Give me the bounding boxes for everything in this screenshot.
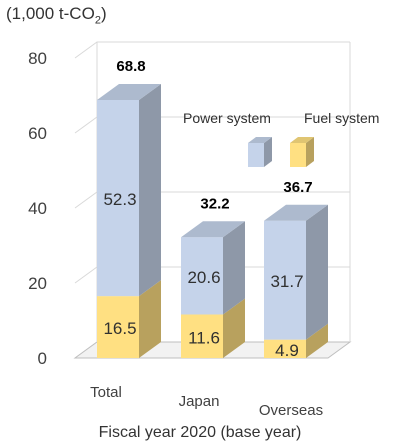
segment-value-label: 4.9 [275, 341, 299, 360]
bar-segment-side [306, 323, 328, 358]
bar-segment-front [97, 296, 139, 358]
x-tick-label: Overseas [259, 402, 323, 419]
legend-swatch-side [264, 137, 272, 167]
legend-swatch [248, 143, 264, 167]
bar-layer [97, 84, 328, 358]
total-value-label: 68.8 [116, 58, 145, 75]
total-value-label: 36.7 [283, 179, 312, 196]
legend-swatch-top [290, 137, 314, 143]
x-tick-label: Total [90, 384, 122, 401]
y-tick-label: 40 [28, 199, 47, 218]
segment-value-label: 31.7 [270, 272, 303, 291]
bar-segment-top [264, 204, 328, 221]
legend: Power system Fuel system [183, 110, 379, 167]
segment-value-label: 52.3 [103, 190, 136, 209]
unit-label: (1,000 t-CO2) [6, 4, 107, 27]
bar-segment-side [139, 280, 161, 358]
segment-value-label: 20.6 [187, 268, 220, 287]
legend-label: Power system [183, 110, 271, 126]
bar-segment-side [223, 221, 245, 315]
bar-segment-front [97, 100, 139, 297]
segment-value-label: 11.6 [188, 328, 220, 347]
y-tick-label: 80 [28, 49, 47, 68]
bar-segment-front [264, 220, 306, 340]
bar-segment-front [181, 237, 223, 315]
bar-segment-side [139, 84, 161, 297]
legend-swatch [290, 143, 306, 167]
x-axis-title: Fiscal year 2020 (base year) [99, 424, 302, 441]
legend-swatch-top [248, 137, 272, 143]
y-tick-label: 20 [28, 274, 47, 293]
bar-segment-side [306, 204, 328, 340]
legend-swatch-side [306, 137, 314, 167]
bar-segment-top [181, 221, 245, 238]
bar-segment-front [181, 314, 223, 358]
bar-segment-front [264, 339, 306, 358]
x-tick-label: Japan [179, 393, 220, 410]
y-tick-label: 0 [38, 349, 47, 368]
legend-label: Fuel system [304, 110, 379, 126]
gridline [74, 41, 350, 59]
total-value-label: 32.2 [200, 195, 229, 212]
y-tick-label: 60 [28, 124, 47, 143]
label-layer: 16.5 52.3 68.8 Total 11.6 20.6 32.2 Japan 4.9 31.… [90, 58, 323, 419]
bar-segment-top [97, 84, 161, 100]
segment-value-label: 16.5 [103, 319, 136, 338]
bar-segment-side [223, 298, 245, 358]
